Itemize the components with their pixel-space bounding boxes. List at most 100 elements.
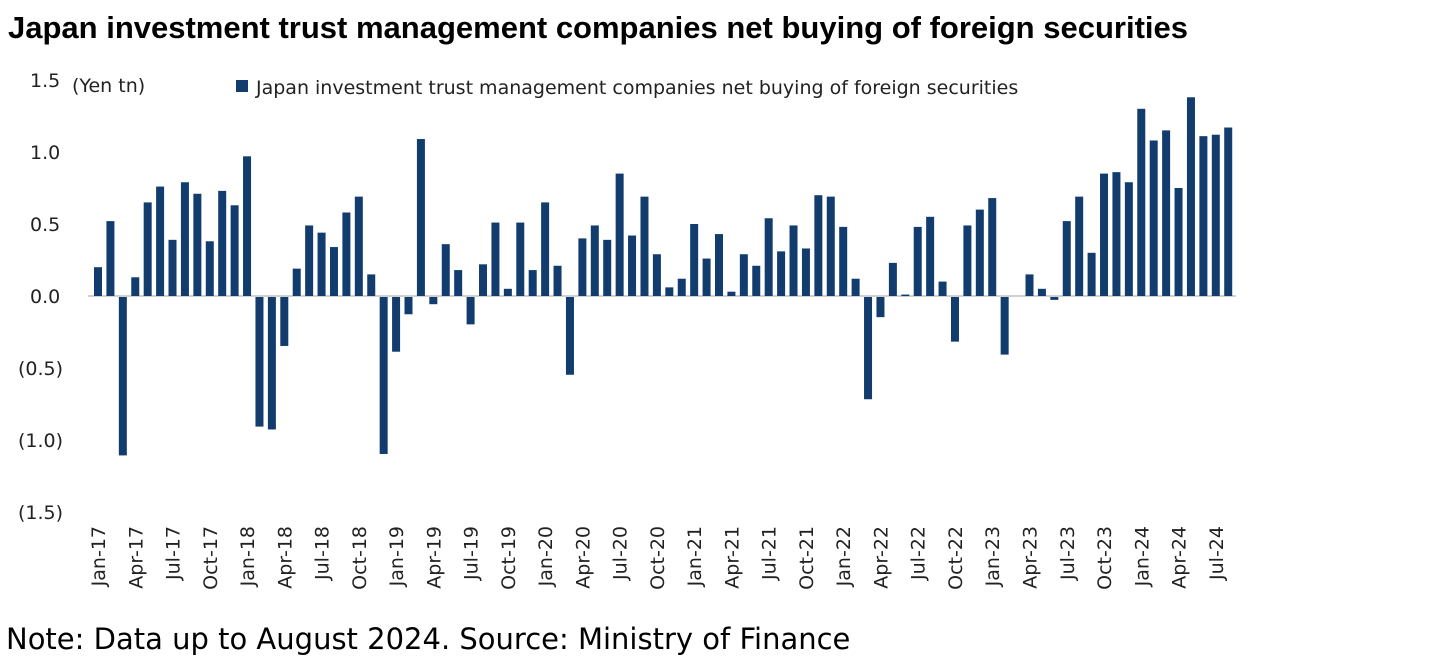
- bar: [454, 270, 463, 296]
- bar: [1174, 188, 1183, 296]
- bar: [329, 247, 338, 296]
- x-tick-label: Oct-18: [349, 526, 371, 590]
- bar: [1062, 221, 1071, 296]
- bar: [1162, 130, 1171, 296]
- bar: [342, 212, 351, 296]
- bar: [541, 202, 550, 296]
- x-tick-label: Jan-18: [237, 526, 259, 587]
- bar: [1137, 108, 1146, 296]
- bar: [379, 297, 388, 454]
- y-tick-label: (1.5): [18, 502, 63, 524]
- bar: [416, 139, 425, 296]
- x-tick-label: Jan-20: [535, 526, 557, 587]
- y-tick-label: 0.0: [30, 286, 60, 308]
- bar: [94, 267, 102, 296]
- bar: [180, 182, 189, 296]
- bar: [801, 248, 810, 296]
- bar: [1037, 288, 1046, 296]
- bar: [1087, 252, 1096, 296]
- bar: [565, 297, 574, 375]
- y-tick-label: (1.0): [18, 430, 63, 452]
- bar: [739, 254, 748, 296]
- x-tick-label: Jan-21: [684, 526, 706, 587]
- bar: [1000, 297, 1009, 355]
- x-tick-label: Jan-22: [833, 526, 855, 587]
- x-tick-label: Apr-22: [870, 526, 892, 589]
- bar: [876, 297, 885, 318]
- bar: [516, 222, 525, 296]
- bar: [1100, 173, 1109, 296]
- bar: [205, 241, 214, 296]
- x-tick-label: Oct-22: [945, 526, 967, 590]
- bar: [826, 196, 835, 296]
- x-tick-label: Apr-23: [1020, 526, 1042, 589]
- bar: [988, 198, 997, 296]
- x-axis: Jan-17 Apr-17 Jul-17 Oct-17 Jan-18 Apr-18 Jul-…: [88, 526, 1228, 590]
- bar: [1112, 172, 1121, 296]
- x-tick-label: Jul-20: [610, 526, 632, 581]
- bar: [864, 297, 873, 400]
- bar: [764, 218, 773, 296]
- bar: [280, 297, 289, 346]
- bar: [354, 196, 363, 296]
- bar: [652, 254, 661, 296]
- bar: [392, 297, 401, 352]
- x-tick-label: Apr-24: [1169, 526, 1191, 589]
- bar: [255, 297, 264, 427]
- bar: [715, 234, 723, 296]
- bar: [466, 297, 475, 325]
- y-tick-label: 0.5: [30, 214, 60, 236]
- source-note: Note: Data up to August 2024. Source: Mi…: [6, 622, 851, 656]
- x-tick-label: Jan-23: [982, 526, 1004, 587]
- x-tick-label: Apr-17: [125, 526, 147, 589]
- bar: [441, 244, 450, 296]
- bar: [926, 216, 935, 296]
- bar: [168, 239, 177, 296]
- x-tick-label: Oct-17: [200, 526, 222, 590]
- bar: [901, 294, 910, 297]
- x-tick-label: Jul-17: [163, 526, 185, 581]
- bar: [1075, 196, 1084, 296]
- bar: [839, 226, 848, 296]
- bar: [913, 226, 922, 296]
- bar: [429, 297, 438, 305]
- x-tick-label: Oct-20: [647, 526, 669, 590]
- chart-title: Japan investment trust management compan…: [8, 10, 1188, 45]
- bar: [118, 297, 127, 456]
- legend-label: Japan investment trust management compan…: [255, 77, 1018, 99]
- bar: [243, 156, 252, 296]
- bar: [1124, 182, 1133, 296]
- bar: [267, 297, 276, 430]
- bar: [777, 251, 786, 296]
- x-tick-label: Apr-20: [572, 526, 594, 589]
- bar: [1211, 134, 1220, 296]
- bar: [106, 221, 115, 296]
- bar: [503, 288, 512, 296]
- bar: [888, 262, 897, 296]
- bar: [367, 274, 376, 296]
- legend: Japan investment trust management compan…: [236, 77, 1018, 99]
- bar: [292, 268, 301, 296]
- x-tick-label: Apr-21: [721, 526, 743, 589]
- bar: [218, 190, 227, 296]
- bar: [1224, 127, 1233, 297]
- y-tick-label: (0.5): [18, 358, 63, 380]
- bar: [789, 225, 798, 296]
- bar: [640, 196, 649, 296]
- bar: [702, 258, 711, 296]
- bar: [1149, 140, 1158, 296]
- bar: [615, 173, 624, 296]
- x-tick-label: Oct-19: [498, 526, 520, 590]
- bar: [193, 193, 202, 296]
- bar: [553, 265, 562, 296]
- bar: [950, 297, 959, 342]
- x-tick-label: Jul-24: [1206, 526, 1228, 581]
- bar: [851, 278, 860, 296]
- x-tick-label: Jan-24: [1131, 526, 1153, 587]
- bars: [94, 97, 1233, 456]
- x-tick-label: Apr-18: [274, 526, 296, 589]
- bar: [603, 239, 612, 296]
- bar: [814, 195, 823, 296]
- bar: [404, 297, 413, 315]
